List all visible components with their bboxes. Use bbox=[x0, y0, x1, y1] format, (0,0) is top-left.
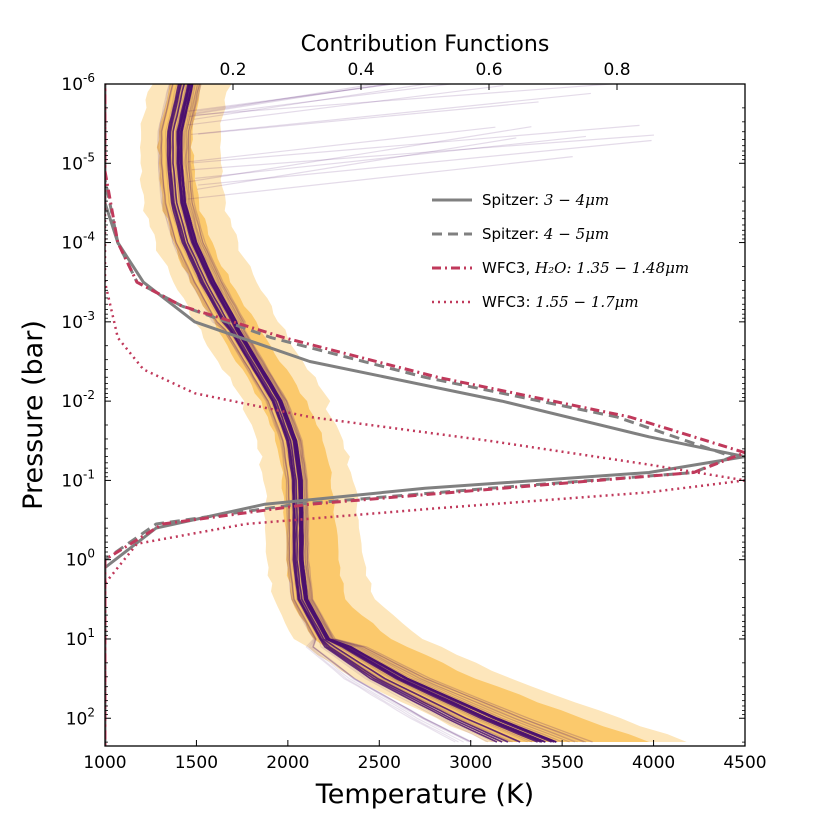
profile-line-faint bbox=[187, 84, 587, 743]
y-tick-label: 10-3 bbox=[61, 309, 95, 333]
x-axis-ticks: 1000 1500 2000 2500 3000 3500 4000 4500 bbox=[83, 740, 767, 773]
y-axis-ticks: 10-6 10-5 10-4 10-3 10-2 10-1 100 101 102 bbox=[61, 71, 745, 743]
y-axis-label: Pressure (bar) bbox=[18, 320, 49, 510]
profile-line-faint bbox=[187, 84, 584, 743]
profile-line-faint bbox=[185, 84, 576, 743]
contribution-line-dotted bbox=[105, 84, 745, 746]
profile-line-faint bbox=[189, 84, 593, 743]
profile-upper-branch bbox=[194, 84, 390, 115]
x-tick-label: 3000 bbox=[449, 753, 492, 773]
top-tick-label: 0.6 bbox=[475, 60, 502, 80]
x-tick-label: 2500 bbox=[358, 753, 401, 773]
y-tick-label: 100 bbox=[66, 547, 95, 571]
profile-line-faint bbox=[187, 84, 586, 743]
plot-frame bbox=[104, 83, 746, 747]
y-tick-label: 10-5 bbox=[61, 150, 95, 174]
x-tick-label: 4000 bbox=[632, 753, 675, 773]
profile-upper-branch bbox=[187, 84, 398, 112]
profile-upper-branch bbox=[187, 126, 496, 163]
legend: Spitzer: 3 − 4μm Spitzer: 4 − 5μm WFC3, H₂… bbox=[432, 191, 689, 311]
legend-label: WFC3, H₂O: 1.35 − 1.48μm bbox=[482, 259, 689, 277]
profile-line-faint bbox=[185, 84, 579, 743]
profile-line-faint bbox=[189, 84, 594, 743]
x-tick-label: 1500 bbox=[175, 753, 218, 773]
uncertainty-bands bbox=[139, 84, 687, 742]
profile-line-faint bbox=[185, 84, 576, 743]
contribution-functions bbox=[105, 84, 745, 746]
x-axis-label: Temperature (K) bbox=[315, 779, 534, 810]
band-outer bbox=[139, 84, 687, 742]
x-tick-label: 4500 bbox=[723, 753, 766, 773]
contribution-line-dashdot bbox=[105, 84, 745, 746]
top-tick-label: 0.8 bbox=[603, 60, 630, 80]
profile-upper-branch bbox=[187, 156, 573, 200]
profile-line-faint bbox=[183, 84, 570, 743]
profile-upper-branch bbox=[198, 139, 652, 186]
profile-line bbox=[172, 84, 521, 743]
x-tick-label: 2000 bbox=[266, 753, 309, 773]
top-tick-label: 0.4 bbox=[347, 60, 374, 80]
profile-line-faint bbox=[164, 84, 489, 743]
profile-upper-branch bbox=[193, 84, 620, 116]
y-tick-label: 10-6 bbox=[61, 71, 95, 95]
profile-line bbox=[176, 84, 542, 743]
top-tick-label: 0.2 bbox=[219, 60, 246, 80]
profile-line-faint bbox=[157, 84, 459, 743]
profile-upper-branch bbox=[191, 134, 655, 171]
profile-upper-branch bbox=[195, 135, 587, 179]
profile-line-faint bbox=[184, 84, 571, 743]
profile-line-faint bbox=[156, 84, 456, 743]
profile-upper-branch bbox=[188, 126, 532, 183]
y-tick-label: 102 bbox=[66, 705, 95, 729]
profile-upper-branch bbox=[198, 101, 539, 135]
profile-upper-branch bbox=[191, 92, 591, 136]
profile-upper-branch bbox=[196, 84, 397, 112]
legend-label: Spitzer: 4 − 5μm bbox=[482, 225, 609, 243]
profile-upper-branch bbox=[189, 84, 456, 118]
profile-line-faint bbox=[158, 84, 464, 743]
x-tick-label: 1000 bbox=[83, 753, 126, 773]
profile-upper-branch bbox=[196, 137, 517, 190]
profile-upper-branch bbox=[195, 84, 379, 114]
legend-label: Spitzer: 3 − 4μm bbox=[482, 191, 609, 209]
y-tick-label: 101 bbox=[66, 626, 95, 650]
profile-line-faint bbox=[187, 84, 585, 743]
profile-upper-branch bbox=[187, 84, 504, 126]
y-tick-label: 10-1 bbox=[61, 467, 95, 491]
profile-upper-branch bbox=[193, 84, 430, 120]
plot-area bbox=[105, 84, 745, 746]
chart-title: Contribution Functions bbox=[301, 32, 550, 57]
x-tick-label: 3500 bbox=[541, 753, 584, 773]
y-tick-label: 10-4 bbox=[61, 230, 95, 254]
profile-line bbox=[180, 84, 557, 743]
profile-line-faint bbox=[182, 84, 564, 743]
y-tick-label: 10-2 bbox=[61, 388, 95, 412]
profile-upper-branch bbox=[191, 124, 640, 164]
top-axis-ticks: 0.2 0.4 0.6 0.8 bbox=[219, 60, 631, 90]
legend-label: WFC3: 1.55 − 1.7μm bbox=[482, 293, 639, 311]
